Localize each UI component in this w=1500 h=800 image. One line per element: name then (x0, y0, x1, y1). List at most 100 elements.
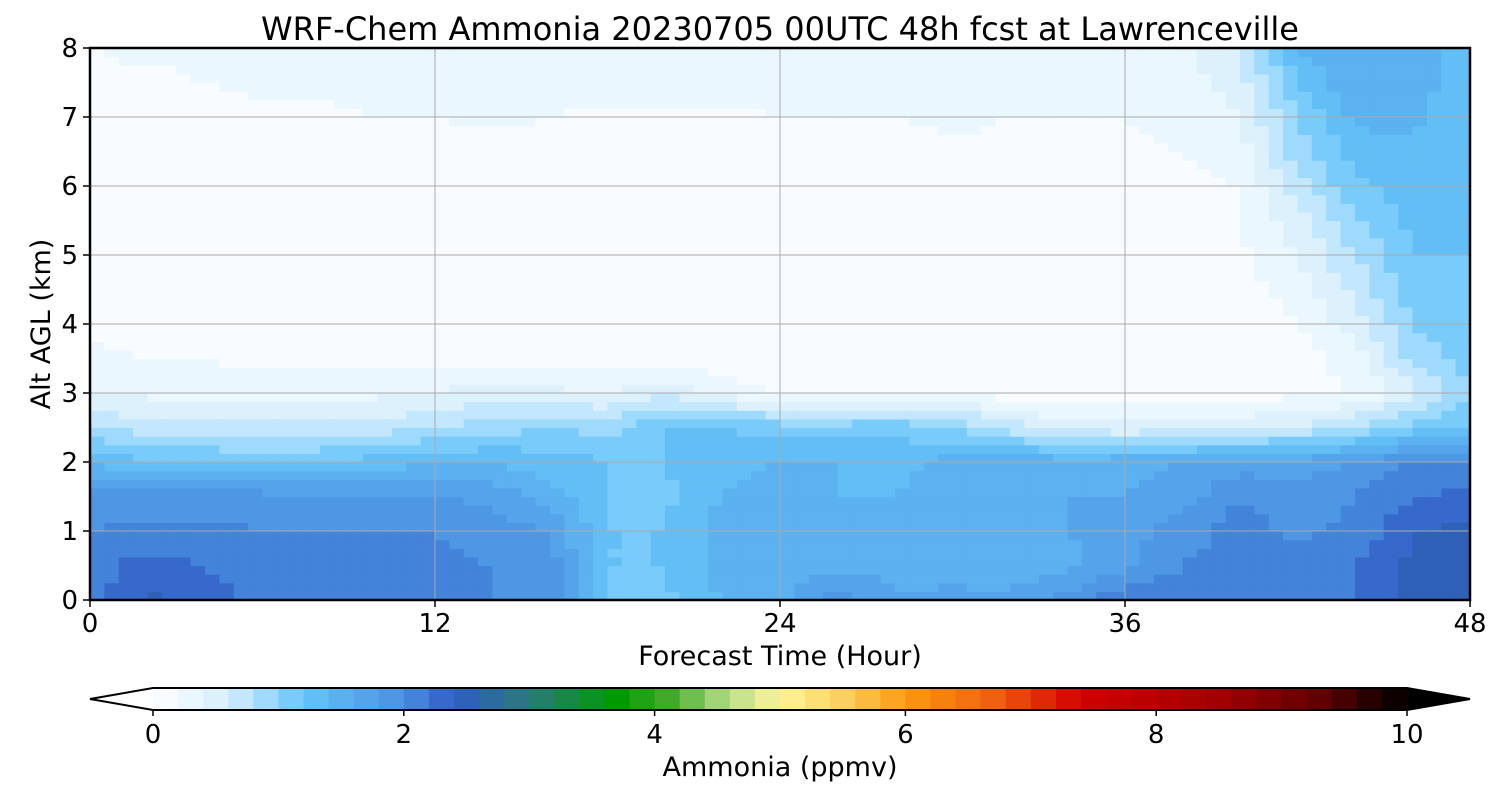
heatmap-cell (420, 341, 436, 351)
heatmap-cell (1168, 384, 1184, 394)
heatmap-cell (1211, 436, 1227, 446)
heatmap-cell (909, 375, 925, 385)
heatmap-cell (708, 513, 724, 523)
heatmap-cell (276, 513, 292, 523)
heatmap-cell (1355, 280, 1370, 291)
heatmap-cell (1110, 186, 1126, 196)
heatmap-cell (1196, 237, 1212, 247)
heatmap-cell (190, 367, 206, 377)
heatmap-cell (765, 194, 781, 204)
heatmap-cell (1369, 168, 1385, 178)
heatmap-cell (1211, 272, 1227, 282)
heatmap-cell (1326, 410, 1342, 420)
heatmap-cell (104, 349, 120, 360)
heatmap-cell (679, 522, 695, 532)
heatmap-cell (262, 427, 278, 437)
heatmap-cell (190, 186, 206, 196)
heatmap-cell (1053, 444, 1069, 454)
heatmap-cell (1110, 393, 1126, 403)
heatmap-cell (1297, 393, 1313, 403)
heatmap-cell (923, 496, 939, 506)
heatmap-cell (1225, 349, 1241, 360)
heatmap-cell (550, 582, 565, 592)
heatmap-cell (1398, 306, 1414, 316)
heatmap-cell (147, 410, 163, 420)
heatmap-cell (219, 444, 235, 454)
heatmap-cell (1024, 393, 1040, 403)
heatmap-cell (478, 315, 494, 325)
heatmap-cell (880, 177, 896, 187)
heatmap-cell (578, 315, 594, 325)
heatmap-cell (363, 358, 379, 368)
heatmap-cell (506, 427, 522, 437)
heatmap-cell (219, 160, 235, 170)
heatmap-cell (1153, 324, 1169, 334)
heatmap-cell (478, 393, 494, 403)
heatmap-cell (995, 453, 1011, 463)
heatmap-cell (1455, 401, 1471, 411)
heatmap-cell (219, 289, 235, 299)
heatmap-cell (176, 332, 192, 342)
heatmap-cell (1038, 522, 1054, 532)
heatmap-cell (161, 418, 177, 429)
heatmap-cell (722, 375, 738, 385)
heatmap-cell (1455, 487, 1471, 498)
heatmap-cell (291, 263, 307, 273)
heatmap-cell (118, 539, 134, 549)
heatmap-cell (205, 246, 220, 256)
heatmap-cell (636, 177, 652, 187)
heatmap-cell (420, 151, 436, 161)
heatmap-cell (679, 582, 695, 592)
heatmap-cell (1369, 324, 1385, 334)
heatmap-cell (794, 462, 810, 472)
heatmap-cell (90, 410, 105, 420)
heatmap-cell (1211, 582, 1227, 592)
heatmap-cell (348, 513, 364, 523)
heatmap-cell (636, 496, 652, 506)
heatmap-cell (981, 393, 997, 403)
heatmap-cell (650, 349, 666, 360)
heatmap-cell (1153, 332, 1169, 342)
heatmap-cell (1412, 565, 1428, 575)
heatmap-cell (176, 246, 192, 256)
heatmap-cell (248, 367, 264, 377)
heatmap-cell (1398, 324, 1414, 334)
heatmap-cell (1139, 401, 1155, 411)
heatmap-cell (506, 237, 522, 247)
heatmap-cell (665, 255, 680, 265)
heatmap-cell (521, 462, 537, 472)
heatmap-cell (1225, 289, 1241, 299)
heatmap-cell (1211, 160, 1227, 170)
heatmap-cell (1024, 479, 1040, 489)
heatmap-cell (291, 444, 307, 454)
heatmap-cell (966, 384, 982, 394)
heatmap-cell (492, 436, 508, 446)
heatmap-cell (837, 306, 853, 316)
heatmap-cell (736, 255, 752, 265)
heatmap-cell (463, 211, 479, 222)
heatmap-cell (1455, 375, 1471, 385)
heatmap-cell (305, 280, 321, 291)
heatmap-cell (233, 160, 249, 170)
heatmap-cell (880, 237, 896, 247)
heatmap-cell (1355, 237, 1370, 247)
heatmap-cell (1441, 513, 1457, 523)
heatmap-cell (1441, 393, 1457, 403)
heatmap-cell (1297, 462, 1313, 472)
heatmap-cell (521, 496, 537, 506)
heatmap-cell (736, 289, 752, 299)
heatmap-cell (377, 410, 393, 420)
heatmap-cell (1311, 574, 1327, 584)
heatmap-cell (1168, 539, 1184, 549)
heatmap-cell (420, 298, 436, 308)
heatmap-cell (1038, 367, 1054, 377)
heatmap-cell (205, 194, 220, 204)
heatmap-cell (1340, 556, 1356, 567)
heatmap-cell (621, 522, 637, 532)
heatmap-cell (305, 263, 321, 273)
heatmap-cell (1211, 220, 1227, 230)
heatmap-cell (1426, 531, 1442, 541)
heatmap-cell (1153, 211, 1169, 222)
heatmap-cell (90, 306, 105, 316)
heatmap-cell (406, 436, 422, 446)
